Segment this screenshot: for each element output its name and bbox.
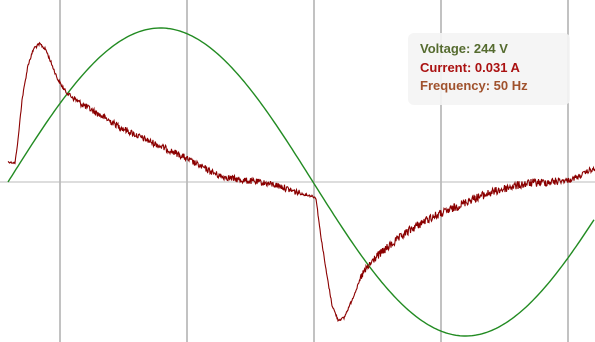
current-trace: [7, 41, 595, 323]
current-readout: Current: 0.031 A: [420, 59, 520, 75]
voltage-readout: Voltage: 244 V: [420, 41, 508, 56]
frequency-readout: Frequency: 50 Hz: [420, 78, 528, 93]
voltage-trace: [7, 27, 595, 337]
measurement-readout-panel: Voltage: 244 V Current: 0.031 A Frequenc…: [408, 33, 570, 105]
